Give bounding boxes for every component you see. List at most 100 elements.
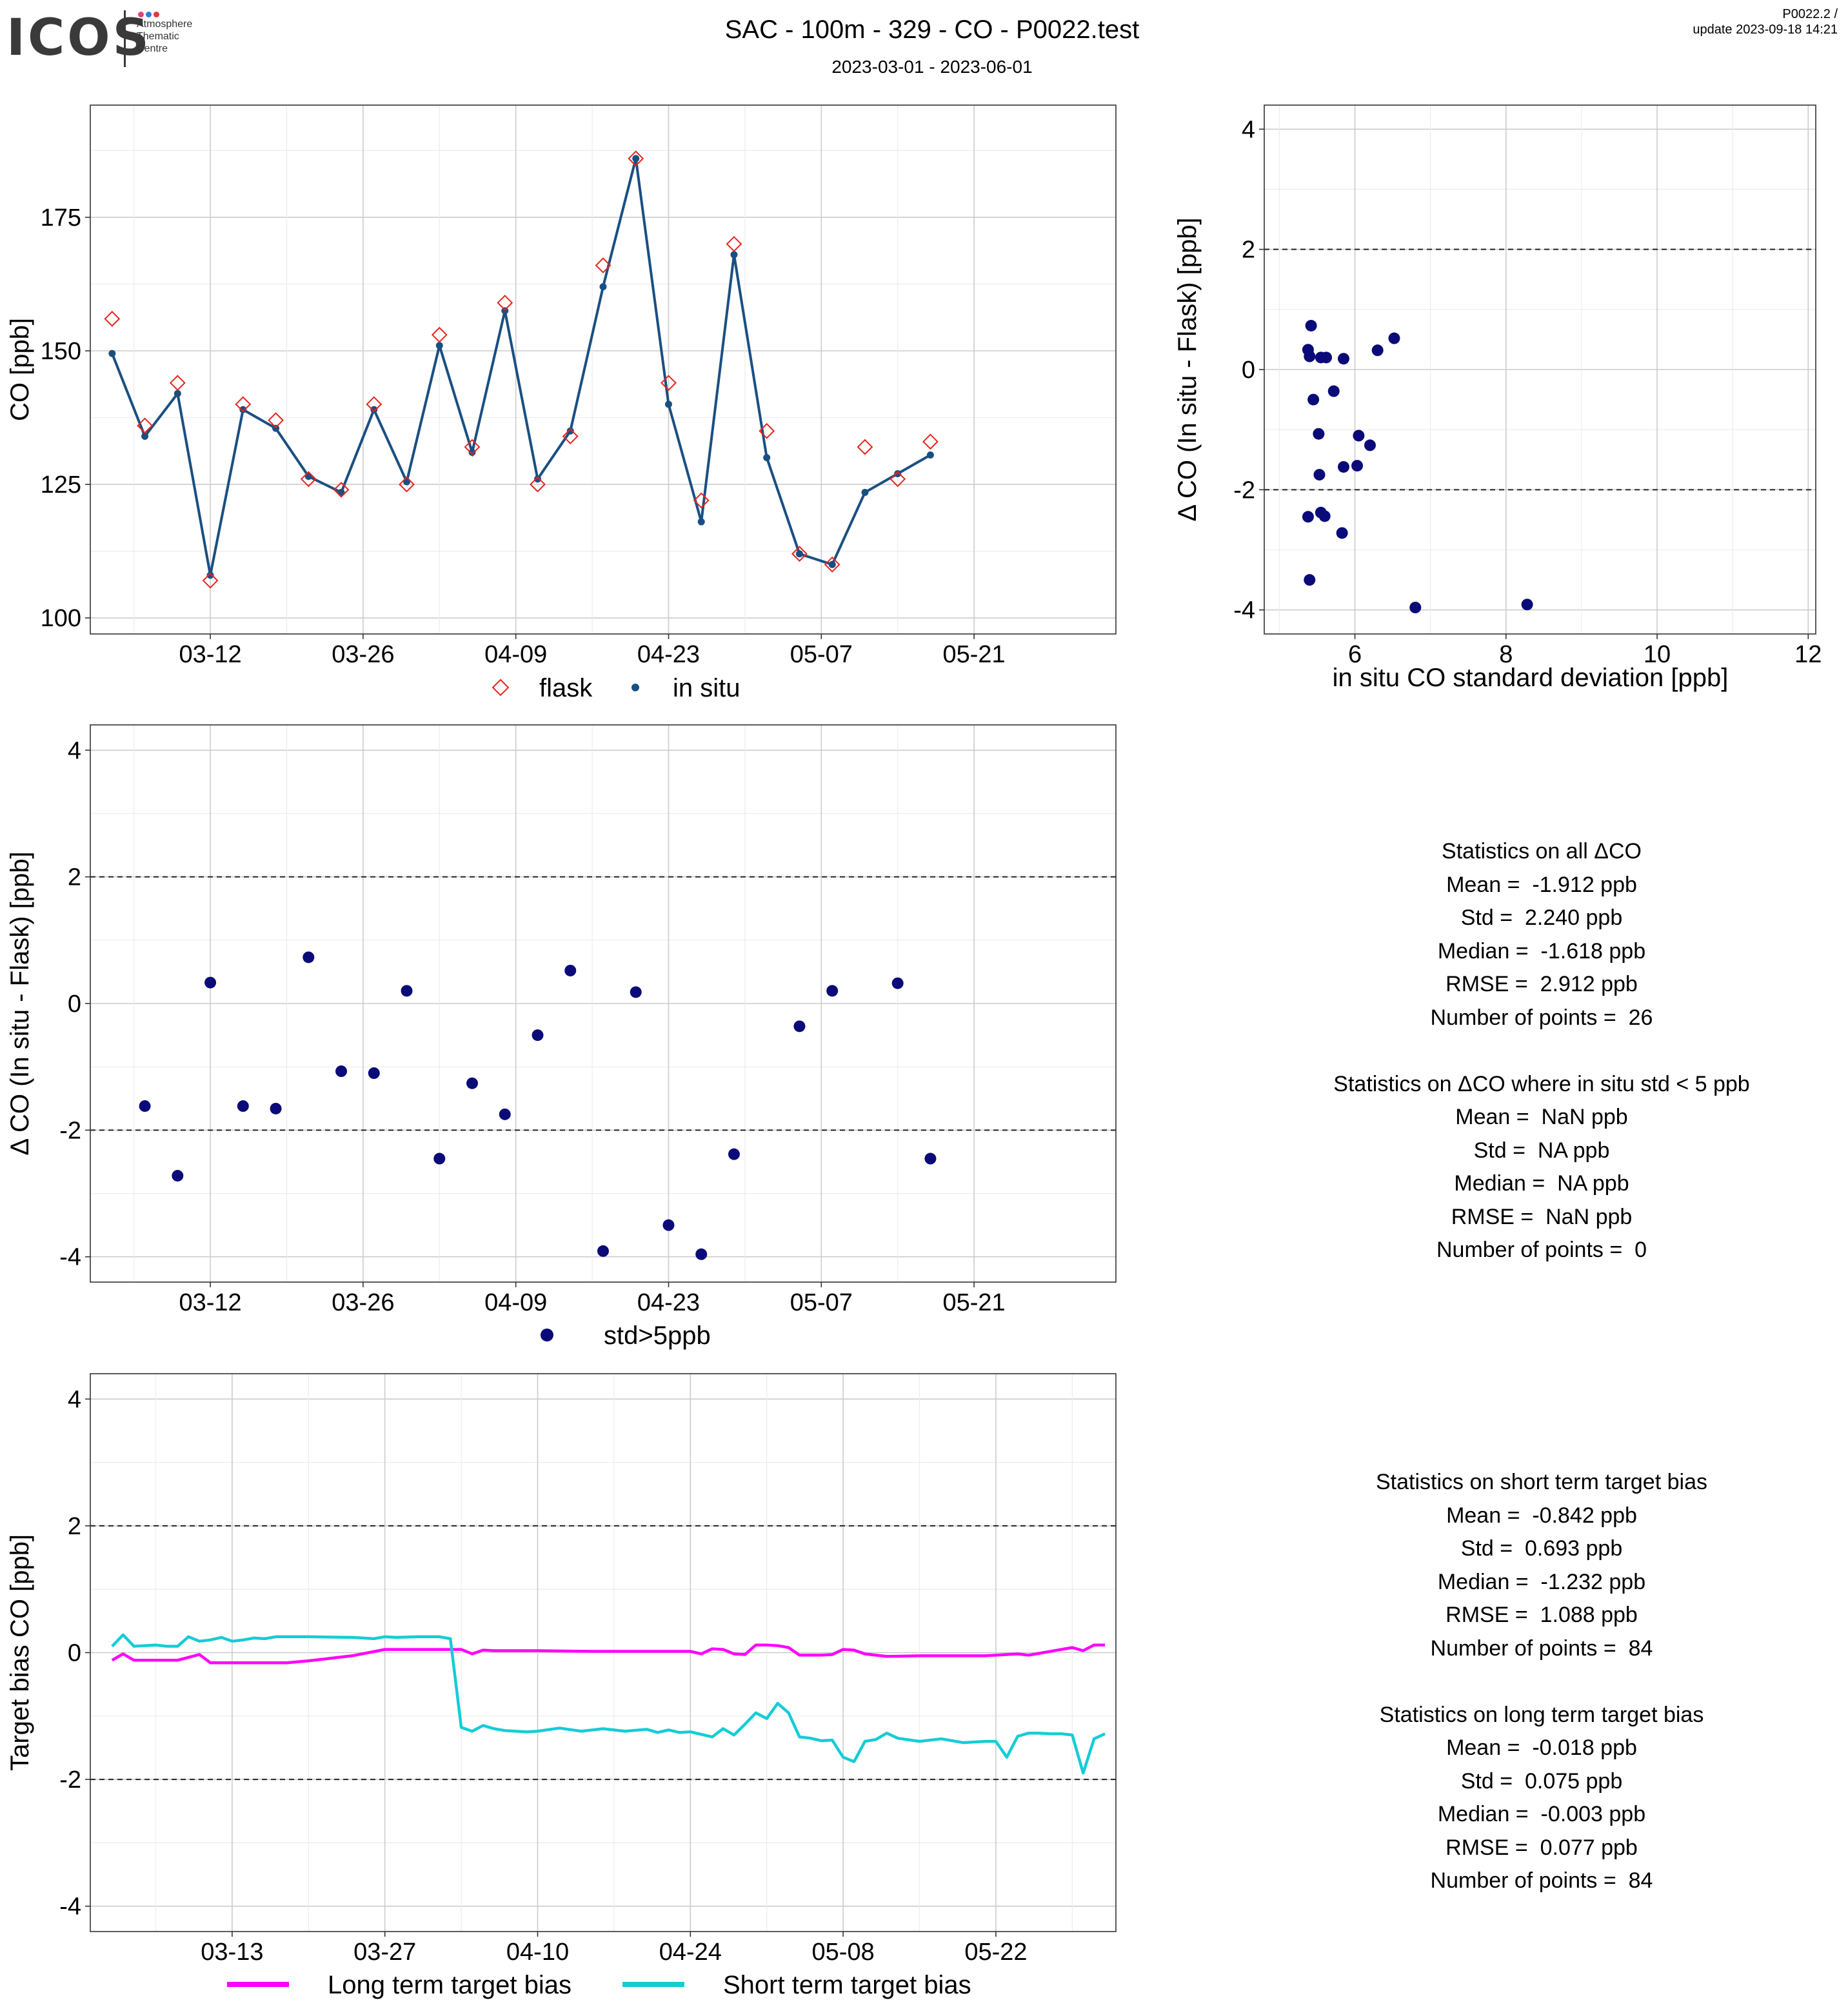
y-axis-label: Target bias CO [ppb] <box>6 1534 34 1771</box>
series-line-in-situ <box>110 158 931 576</box>
y-tick-label: 4 <box>68 737 81 764</box>
logo-subtitle-line: Thematic <box>137 31 179 42</box>
x-tick-label: 03-12 <box>179 641 241 668</box>
flask-point <box>366 396 383 413</box>
flask-point <box>497 295 513 311</box>
stats-line: Number of points = 84 <box>1430 1868 1653 1893</box>
stats-line: Std = NA ppb <box>1473 1138 1610 1163</box>
delta-std-point <box>1337 460 1349 473</box>
in-situ-point <box>468 448 476 456</box>
flask-point <box>628 150 644 167</box>
logo-subtitle-line: Centre <box>137 43 168 54</box>
x-tick-label: 6 <box>1348 641 1362 668</box>
delta-point <box>891 977 904 989</box>
delta-point <box>368 1067 380 1079</box>
delta-point <box>597 1245 609 1257</box>
legend-label: Long term target bias <box>328 1971 571 1999</box>
flask-point <box>137 417 153 434</box>
delta-std-point <box>1304 350 1316 362</box>
in-situ-point <box>239 406 247 413</box>
x-tick-label: 03-12 <box>179 1289 241 1316</box>
x-tick-label: 05-22 <box>964 1939 1027 1966</box>
delta-point <box>826 985 839 997</box>
logo-dot <box>146 12 152 17</box>
flask-point <box>889 471 906 488</box>
delta-std-point <box>1336 527 1348 539</box>
x-tick-label: 04-10 <box>506 1939 569 1966</box>
y-tick-label: 4 <box>68 1386 81 1413</box>
x-tick-label: 05-07 <box>790 1289 853 1316</box>
in-situ-point <box>926 451 934 459</box>
in-situ-point <box>894 470 902 478</box>
x-tick-label: 04-24 <box>659 1939 722 1966</box>
icos-logo: ICOS Atmosphere Thematic Centre <box>6 9 219 67</box>
stats-line: Median = -0.003 ppb <box>1437 1802 1646 1826</box>
stats-spacer <box>1258 1665 1825 1699</box>
legend-label: Short term target bias <box>723 1971 971 1999</box>
y-tick-label: 2 <box>1242 237 1255 264</box>
y-tick-label: -2 <box>1233 477 1255 504</box>
logo-subtitle: Atmosphere Thematic Centre <box>137 18 192 55</box>
in-situ-point <box>795 550 803 558</box>
delta-std-point <box>1327 385 1340 397</box>
target-bias-statistics: Statistics on short term target bias Mean… <box>1258 1466 1825 1898</box>
delta-point <box>466 1077 479 1089</box>
flask-point <box>202 572 219 589</box>
x-tick-label: 03-13 <box>201 1939 263 1966</box>
delta-point <box>172 1170 184 1182</box>
in-situ-point <box>599 283 607 291</box>
delta-std-point <box>1353 430 1365 442</box>
x-tick-label: 04-09 <box>484 1289 547 1316</box>
delta-std-point <box>1320 351 1333 364</box>
y-tick-label: 150 <box>41 338 81 365</box>
x-tick-label: 10 <box>1644 641 1671 668</box>
y-tick-label: 0 <box>68 1640 81 1667</box>
flask-point <box>661 375 677 391</box>
x-tick-label: 05-08 <box>812 1939 875 1966</box>
y-axis-label: Δ CO (In situ - Flask) [ppb] <box>6 851 34 1155</box>
flask-point <box>235 396 252 413</box>
delta-point <box>499 1108 511 1120</box>
x-tick-label: 04-23 <box>637 1289 700 1316</box>
stats-line: Std = 0.075 ppb <box>1460 1768 1623 1794</box>
delta-std-point <box>1318 510 1331 522</box>
delta-point <box>695 1248 708 1260</box>
version-label: P0022.2 / <box>1782 7 1838 21</box>
delta-std-point <box>1307 393 1320 406</box>
legend-label: in situ <box>673 674 740 702</box>
delta-point <box>139 1100 151 1112</box>
flask-point <box>595 257 611 273</box>
series-line-long-term <box>111 1643 1106 1665</box>
logo-dot <box>154 12 159 17</box>
delta-std-point <box>1313 428 1325 440</box>
stats-line: RMSE = 1.088 ppb <box>1446 1603 1638 1627</box>
delta-point <box>401 985 413 997</box>
version-info: P0022.2 / update 2023-09-18 14:21 <box>1693 6 1838 37</box>
delta-std-point <box>1388 332 1400 344</box>
flask-point <box>333 481 350 498</box>
legend-label: std>5ppb <box>604 1321 711 1350</box>
logo-divider <box>124 10 126 67</box>
flask-point <box>791 546 808 562</box>
legend-flask-swatch <box>492 678 510 697</box>
y-tick-label: -2 <box>59 1117 81 1144</box>
in-situ-point <box>828 560 836 568</box>
in-situ-point <box>861 489 869 497</box>
stats-line: Statistics on ΔCO where in situ std < 5 … <box>1333 1071 1750 1096</box>
y-tick-label: 125 <box>41 471 81 499</box>
delta-point <box>662 1219 675 1231</box>
x-tick-label: 12 <box>1794 641 1822 668</box>
delta-std-point <box>1364 439 1376 451</box>
x-axis-label: in situ CO standard deviation [ppb] <box>1333 664 1729 692</box>
delta-point <box>728 1148 740 1160</box>
stats-line: RMSE = NaN ppb <box>1451 1204 1633 1229</box>
plot-border <box>90 104 1117 635</box>
stats-line: Mean = -0.842 ppb <box>1446 1503 1637 1528</box>
stats-line: Number of points = 0 <box>1436 1238 1647 1262</box>
in-situ-point <box>435 342 443 350</box>
delta-point <box>793 1020 806 1033</box>
y-tick-label: 0 <box>68 991 81 1018</box>
in-situ-point <box>632 155 640 163</box>
in-situ-point <box>501 307 509 315</box>
y-tick-label: 0 <box>1242 357 1255 384</box>
